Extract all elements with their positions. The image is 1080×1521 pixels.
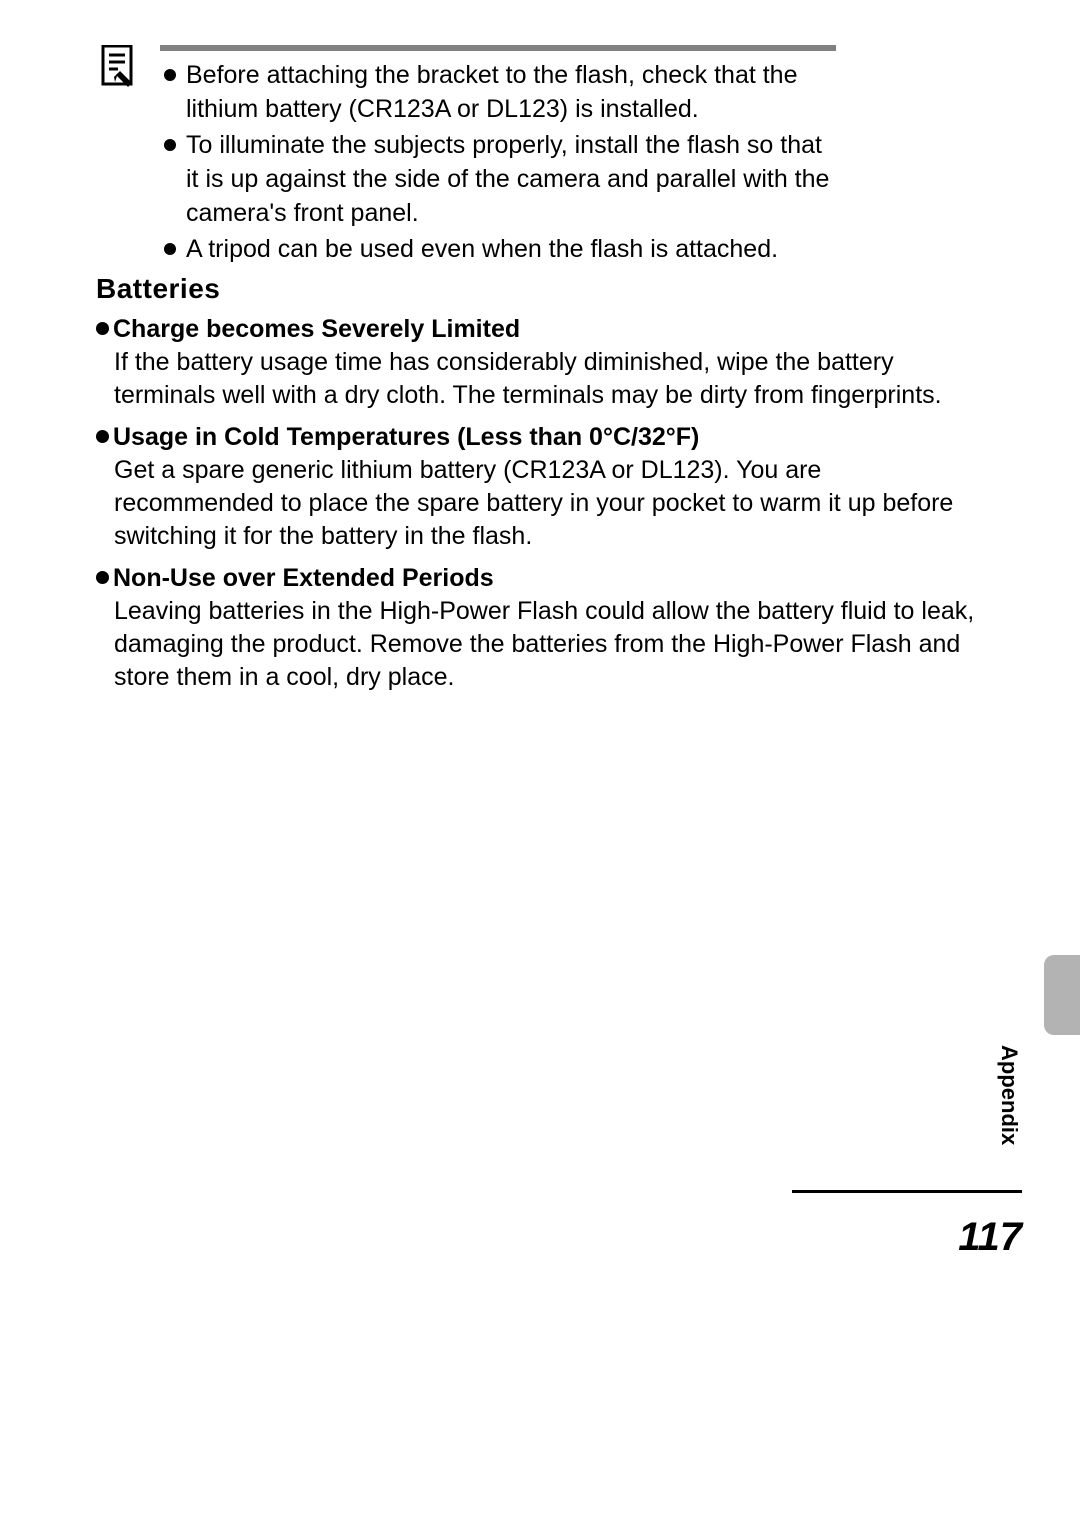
bullet-text: A tripod can be used even when the flash… — [186, 232, 778, 266]
top-divider — [160, 45, 836, 51]
note-bullet-list: Before attaching the bracket to the flas… — [164, 58, 836, 268]
bullet-icon — [96, 430, 109, 443]
footer-divider — [792, 1190, 1022, 1193]
bullet-text: Before attaching the bracket to the flas… — [186, 58, 836, 126]
side-tab — [1044, 955, 1080, 1035]
subsection-heading: Non-Use over Extended Periods — [113, 561, 494, 595]
subsection-list: Charge becomes Severely Limited If the b… — [96, 312, 984, 702]
list-item: Before attaching the bracket to the flas… — [164, 58, 836, 126]
bullet-icon — [96, 571, 109, 584]
subsection-body: Get a spare generic lithium battery (CR1… — [114, 454, 984, 553]
bullet-icon — [164, 69, 176, 81]
bullet-icon — [164, 243, 176, 255]
bullet-icon — [164, 139, 176, 151]
note-icon — [100, 45, 138, 93]
subsection: Non-Use over Extended Periods Leaving ba… — [96, 561, 984, 694]
list-item: To illuminate the subjects properly, ins… — [164, 128, 836, 230]
page-number: 117 — [958, 1215, 1022, 1260]
subsection-heading: Charge becomes Severely Limited — [113, 312, 520, 346]
manual-page: Before attaching the bracket to the flas… — [0, 0, 1080, 1521]
subsection: Charge becomes Severely Limited If the b… — [96, 312, 984, 412]
subsection-heading: Usage in Cold Temperatures (Less than 0°… — [113, 420, 699, 454]
section-title: Batteries — [96, 273, 220, 305]
list-item: A tripod can be used even when the flash… — [164, 232, 836, 266]
bullet-text: To illuminate the subjects properly, ins… — [186, 128, 836, 230]
subsection-body: If the battery usage time has considerab… — [114, 346, 984, 412]
subsection-body: Leaving batteries in the High-Power Flas… — [114, 595, 984, 694]
side-section-label: Appendix — [994, 1045, 1022, 1175]
subsection: Usage in Cold Temperatures (Less than 0°… — [96, 420, 984, 553]
bullet-icon — [96, 322, 109, 335]
